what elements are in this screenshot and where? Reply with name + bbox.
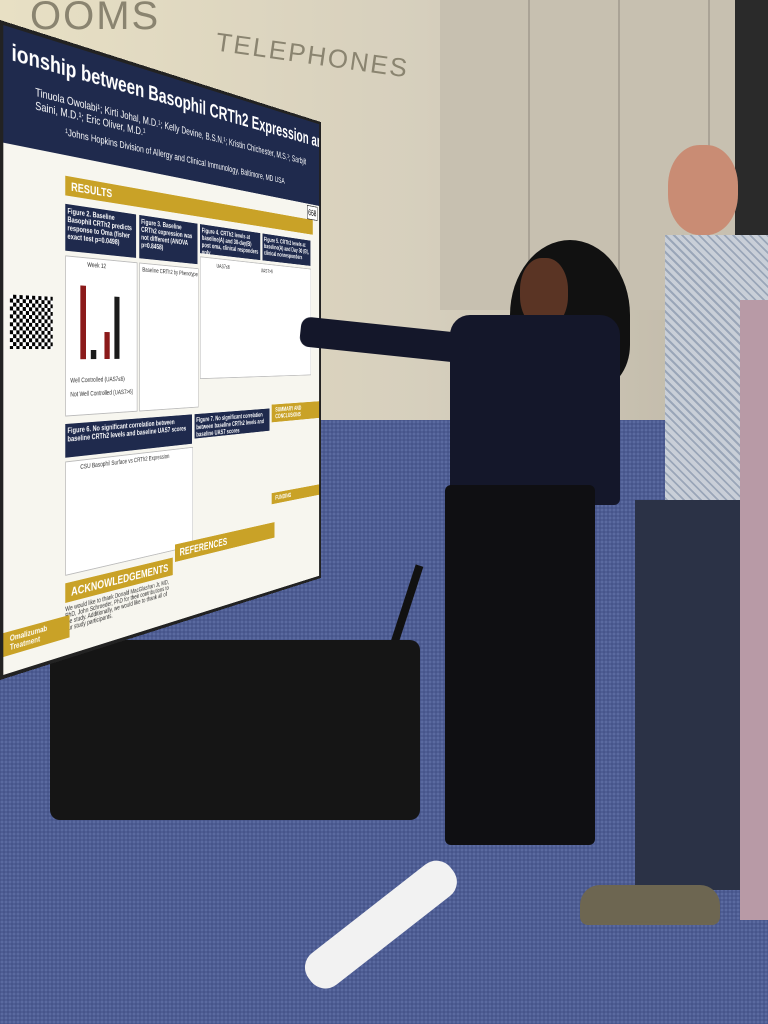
figure-caption: Figure 5. CRTh2 levels at baseline(A) an…	[262, 233, 311, 266]
bar-chart: Week 12 Well Controlled (UAS7≤6) Not Wel…	[65, 255, 138, 417]
man-head	[668, 145, 738, 235]
figure-caption: Figure 7. No significant correlation bet…	[194, 408, 270, 439]
chart-label: CSU Basophil Surface vs CRTh2 Expression	[80, 453, 170, 471]
drape	[50, 640, 420, 820]
section-heading: FUNDING	[271, 484, 321, 505]
sign-text: OOMS	[30, 0, 161, 38]
chart-label: Week 12	[87, 262, 107, 271]
chart-label: Baseline CRTh2 by Phenotype	[142, 267, 198, 278]
chart-label: UAS7≤6	[216, 263, 230, 271]
trousers	[445, 485, 595, 845]
man-trousers	[635, 500, 745, 890]
line-charts: UAS7≤6 UAS7>6	[200, 256, 312, 380]
figure-caption: Figure 2. Baseline Basophil CRTh2 predic…	[65, 203, 137, 258]
chart-label: Omalizumab Treatment	[3, 614, 70, 658]
dot-chart: Baseline CRTh2 by Phenotype	[139, 262, 199, 412]
scatter-chart: CSU Basophil Surface vs CRTh2 Expression	[65, 446, 194, 576]
person-edge	[740, 300, 768, 920]
legend-entry: Not Well Controlled (UAS7>6)	[70, 389, 134, 399]
poster: ionship between Basophil CRTh2 Expressio…	[0, 20, 321, 680]
shoe	[580, 885, 720, 925]
bar	[90, 350, 97, 360]
legend-entry: Well Controlled (UAS7≤6)	[70, 376, 125, 385]
figure-caption: Figure 4. CRTh2 levels at baseline(A) an…	[200, 224, 261, 261]
qr-code	[9, 294, 53, 350]
section-heading: SUMMARY AND CONCLUSIONS	[271, 401, 321, 423]
jacket	[450, 315, 620, 505]
chart-label: UAS7>6	[260, 268, 273, 275]
bar	[80, 285, 86, 360]
figure-caption: Figure 3. Baseline CRTh2 expression was …	[139, 214, 198, 265]
bar	[104, 332, 110, 359]
bar	[114, 296, 120, 359]
